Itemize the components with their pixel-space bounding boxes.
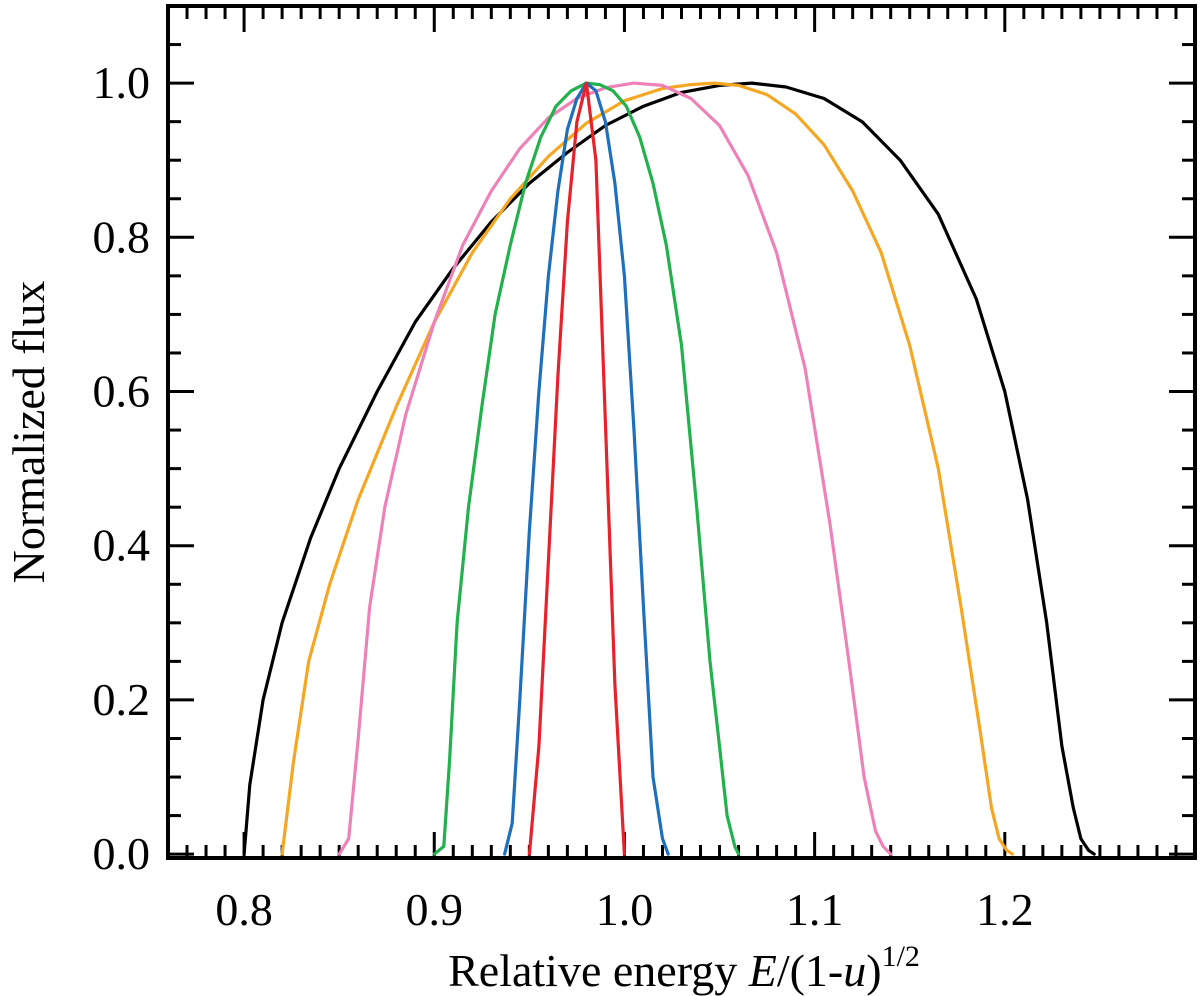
x-tick-label: 0.8: [215, 884, 273, 935]
y-axis-title: Normalized flux: [3, 281, 54, 584]
y-tick-label: 1.0: [93, 57, 151, 108]
y-tick-label: 0.2: [93, 674, 151, 725]
x-axis-title-mid2: ): [866, 945, 881, 996]
y-tick-label: 0.8: [93, 211, 151, 262]
x-tick-label: 0.9: [406, 884, 464, 935]
x-axis-title-mid1: /(1-: [777, 945, 843, 996]
x-axis-title-var-e: E: [748, 945, 777, 996]
y-tick-label: 0.6: [93, 366, 151, 417]
series-line-5: [503, 81, 670, 856]
x-tick-label: 1.0: [596, 884, 654, 935]
series-layer: [242, 81, 1096, 856]
series-line-6: [527, 81, 627, 856]
ticks-layer: [166, 4, 1197, 858]
x-axis-title: Relative energy E/(1-u)1/2: [448, 940, 920, 996]
x-tick-label: 1.2: [976, 884, 1034, 935]
series-line-2: [280, 81, 1015, 856]
x-axis-title-prefix: Relative energy: [448, 945, 749, 996]
series-line-3: [337, 81, 893, 856]
plot-frame: [166, 4, 1197, 860]
y-tick-label: 0.4: [93, 520, 151, 571]
x-axis-title-exponent: 1/2: [882, 940, 920, 973]
x-axis-title-var-u: u: [843, 945, 866, 996]
y-tick-label: 0.0: [93, 828, 151, 879]
tick-label-layer: 0.8 0.9 1.0 1.1 1.2 0.0 0.2 0.4 0.6 0.8 1.0: [93, 57, 1034, 935]
series-line-4: [432, 81, 741, 856]
series-line-1: [242, 81, 1096, 856]
x-tick-label: 1.1: [786, 884, 844, 935]
